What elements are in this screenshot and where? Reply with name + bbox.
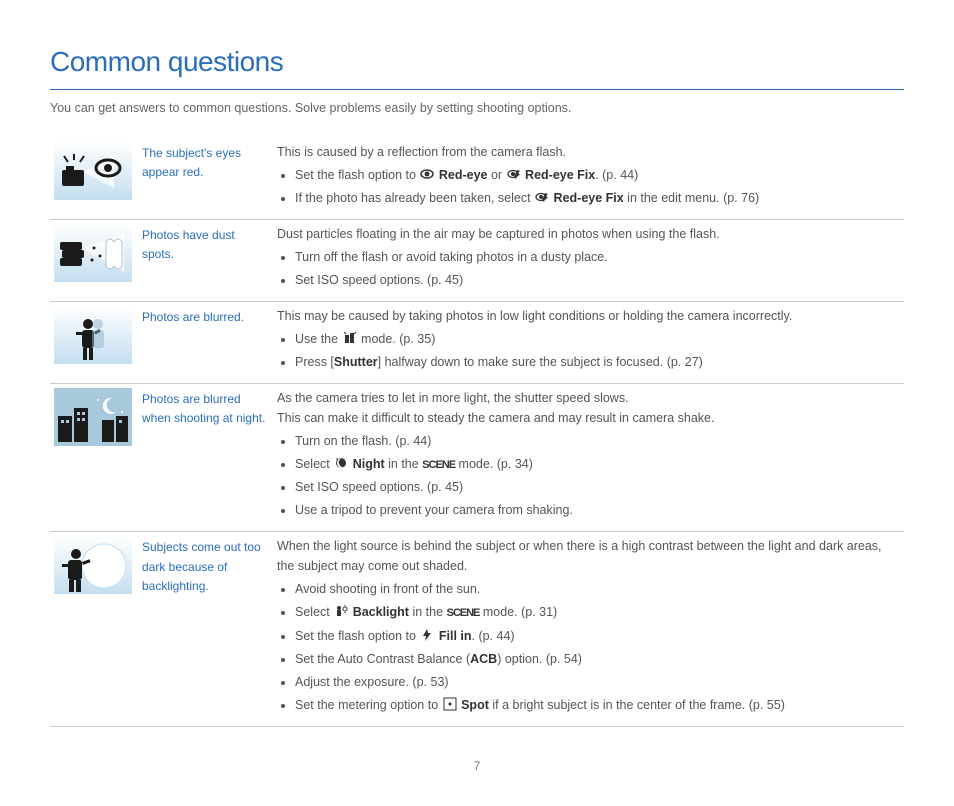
faq-row: Photos are blurred. This may be caused by…	[50, 301, 904, 383]
bullet-item: Turn off the flash or avoid taking photo…	[295, 247, 896, 267]
lead-text: Dust particles floating in the air may b…	[277, 227, 720, 241]
lead-text: As the camera tries to let in more light…	[277, 391, 629, 405]
faq-table: The subject's eyes appear red. This is ca…	[50, 138, 904, 727]
scene-icon: SCENE	[447, 607, 480, 619]
lead-text: When the light source is behind the subj…	[277, 539, 882, 573]
row-illustration	[50, 532, 138, 727]
lead-text: This is caused by a reflection from the …	[277, 145, 566, 159]
bullet-item: Turn on the flash. (p. 44)	[295, 431, 896, 451]
lead-text-2: This can make it difficult to steady the…	[277, 411, 714, 425]
bullet-item: Press [Shutter] halfway down to make sur…	[295, 352, 896, 372]
bullet-item: Use a tripod to prevent your camera from…	[295, 500, 896, 520]
row-title: Photos are blurred.	[138, 301, 273, 383]
bullet-item: Set ISO speed options. (p. 45)	[295, 477, 896, 497]
lead-text: This may be caused by taking photos in l…	[277, 309, 792, 323]
page-number: 7	[50, 757, 904, 776]
bullet-item: Use the mode. (p. 35)	[295, 329, 896, 349]
bullet-item: Set ISO speed options. (p. 45)	[295, 270, 896, 290]
bullet-item: Avoid shooting in front of the sun.	[295, 579, 896, 599]
scene-icon: SCENE	[422, 459, 455, 471]
faq-row: Photos are blurred when shooting at nigh…	[50, 383, 904, 532]
faq-row: Subjects come out too dark because of ba…	[50, 532, 904, 727]
spot-icon	[442, 698, 458, 712]
row-illustration	[50, 138, 138, 220]
redeyefix-icon	[534, 191, 550, 205]
intro-text: You can get answers to common questions.…	[50, 98, 904, 118]
bullet-item: Select Backlight in the SCENE mode. (p. …	[295, 602, 896, 623]
bullet-item: If the photo has already been taken, sel…	[295, 188, 896, 208]
backlight-icon	[333, 605, 349, 619]
row-description: This may be caused by taking photos in l…	[273, 301, 904, 383]
bullet-item: Select Night in the SCENE mode. (p. 34)	[295, 454, 896, 475]
row-illustration	[50, 219, 138, 301]
redeyefix-icon	[506, 168, 522, 182]
row-illustration	[50, 383, 138, 532]
bullet-item: Set the flash option to Fill in. (p. 44)	[295, 626, 896, 646]
faq-row: Photos have dust spots. Dust particles fl…	[50, 219, 904, 301]
bullet-item: Set the metering option to Spot if a bri…	[295, 695, 896, 715]
page-title: Common questions	[50, 40, 904, 90]
row-title: Photos are blurred when shooting at nigh…	[138, 383, 273, 532]
bullet-item: Set the Auto Contrast Balance (ACB) opti…	[295, 649, 896, 669]
bullet-item: Adjust the exposure. (p. 53)	[295, 672, 896, 692]
row-description: This is caused by a reflection from the …	[273, 138, 904, 220]
row-illustration	[50, 301, 138, 383]
night-icon	[333, 457, 349, 471]
row-title: Subjects come out too dark because of ba…	[138, 532, 273, 727]
row-description: As the camera tries to let in more light…	[273, 383, 904, 532]
bullet-item: Set the flash option to Red-eye or Red-e…	[295, 165, 896, 185]
faq-row: The subject's eyes appear red. This is ca…	[50, 138, 904, 220]
redeye-icon	[419, 168, 435, 182]
fillin-icon	[419, 629, 435, 643]
row-title: The subject's eyes appear red.	[138, 138, 273, 220]
row-title: Photos have dust spots.	[138, 219, 273, 301]
dual-icon	[342, 332, 358, 346]
row-description: When the light source is behind the subj…	[273, 532, 904, 727]
row-description: Dust particles floating in the air may b…	[273, 219, 904, 301]
